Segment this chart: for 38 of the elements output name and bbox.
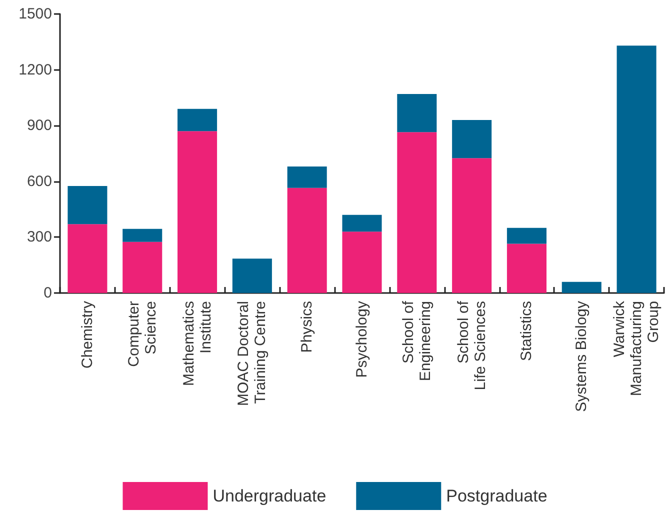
x-tick-label: Statistics: [518, 301, 536, 362]
bar: [452, 158, 492, 293]
y-tick-label: 1200: [18, 61, 52, 78]
legend-label: Postgraduate: [446, 486, 548, 506]
bar: [506, 244, 546, 293]
bar: [342, 214, 382, 232]
x-tick-label: Computer Science: [125, 300, 160, 367]
x-tick-label: MOAC Doctoral Training Centre: [235, 301, 270, 406]
x-tick-label: Warwick Manufacturing Group: [611, 300, 662, 396]
bar: [287, 188, 327, 293]
bar: [452, 120, 492, 158]
legend-label: Undergraduate: [212, 486, 326, 506]
x-tick-label: Psychology: [354, 300, 370, 378]
y-tick-label: 0: [44, 284, 52, 302]
y-tick-label: 300: [26, 228, 52, 246]
bar: [68, 186, 108, 224]
bar: [287, 166, 327, 188]
bar: [506, 228, 546, 244]
bar: [616, 46, 656, 293]
bar: [178, 108, 218, 132]
x-tick-label: School of Engineering: [400, 300, 434, 382]
bar: [122, 228, 162, 242]
x-tick-label: Mathematics Institute: [180, 301, 214, 386]
bar: [342, 232, 382, 293]
x-tick-label: Systems Biology: [573, 300, 590, 412]
bar: [562, 282, 602, 293]
bar: [178, 131, 218, 293]
y-tick-label: 1500: [18, 6, 52, 22]
x-tick-label: Chemistry: [78, 300, 96, 369]
y-tick-label: 600: [26, 172, 52, 190]
bar: [68, 224, 108, 293]
bar: [232, 258, 272, 293]
bar: [397, 132, 437, 293]
y-tick-label: 900: [26, 117, 52, 134]
x-tick-label: School of Life Sciences: [454, 300, 489, 390]
bar: [397, 94, 437, 132]
bar: [122, 242, 162, 293]
x-tick-label: Physics: [298, 301, 316, 353]
